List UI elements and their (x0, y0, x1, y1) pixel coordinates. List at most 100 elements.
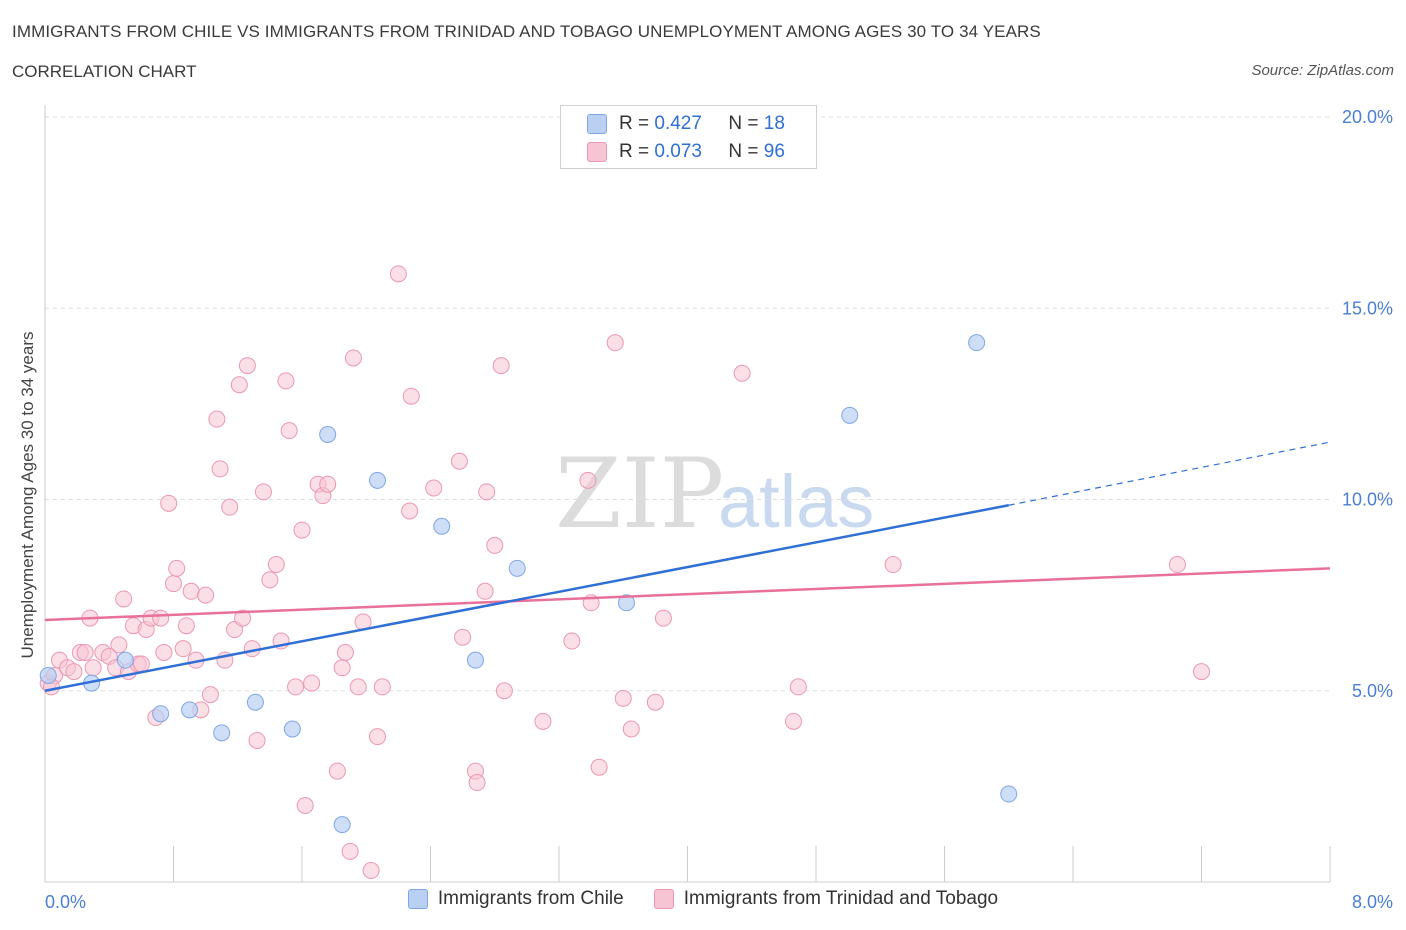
tt-point (1168, 556, 1186, 574)
tt-point (341, 842, 359, 860)
tt-point (197, 586, 215, 604)
y-tick-label: 5.0% (1352, 681, 1393, 701)
tt-point (208, 410, 226, 428)
tt-point (373, 678, 391, 696)
series-chile-points (39, 334, 1018, 834)
chile-point (1000, 785, 1018, 803)
tt-point (495, 682, 513, 700)
tt-point (884, 556, 902, 574)
chile-point (246, 693, 264, 711)
chile-point (152, 705, 170, 723)
legend-row-chile: R = 0.427 N = 18 (587, 112, 785, 136)
tt-point (333, 659, 351, 677)
chile-trend-extension (1008, 441, 1331, 506)
chile-swatch (407, 889, 428, 909)
chile-point (181, 701, 199, 719)
axes (44, 105, 1331, 883)
tt-swatch (653, 889, 674, 909)
tt-point (248, 731, 266, 749)
tt-point (267, 556, 285, 574)
legend-chile-n: 18 (763, 113, 785, 134)
tt-trend-line (44, 567, 1331, 622)
tt-point (349, 678, 367, 696)
tt-point (287, 678, 305, 696)
series-legend: Immigrants from Chile Immigrants from Tr… (0, 888, 1406, 910)
watermark: ZIP atlas (555, 438, 874, 550)
x-tick-label: 0.0% (45, 892, 86, 912)
tt-point (160, 494, 178, 512)
legend-item-tt: Immigrants from Trinidad and Tobago (653, 888, 999, 910)
tt-point (454, 628, 472, 646)
tt-point (401, 502, 419, 520)
tt-point (486, 536, 504, 554)
tt-point (646, 693, 664, 711)
chile-point (368, 471, 386, 489)
y-tick-label: 15.0% (1342, 298, 1393, 318)
trend-lines (44, 441, 1331, 692)
tt-point (234, 609, 252, 627)
legend-r-label: R = (619, 141, 650, 162)
watermark-zip: ZIP (555, 438, 724, 550)
chile-point (433, 517, 451, 535)
tt-point (579, 471, 597, 489)
tt-point (654, 609, 672, 627)
tt-point (1193, 663, 1210, 681)
tt-point (478, 483, 496, 501)
chile-swatch (587, 114, 607, 134)
tt-point (201, 686, 219, 704)
tt-point (254, 483, 272, 501)
chile-point (508, 559, 526, 577)
chile-point (283, 720, 301, 738)
tt-point (296, 797, 314, 814)
tt-point (261, 571, 279, 589)
legend-tt-r: 0.073 (654, 141, 702, 162)
tt-point (174, 640, 192, 658)
tt-point (152, 609, 170, 627)
tt-point (328, 762, 346, 780)
tt-point (76, 644, 94, 661)
legend-n-label: N = (728, 141, 759, 162)
tt-point (230, 376, 248, 394)
legend-chile-label: Immigrants from Chile (437, 888, 624, 909)
tt-point (65, 663, 83, 681)
chart-subtitle: CORRELATION CHART (12, 62, 197, 81)
legend-tt-label: Immigrants from Trinidad and Tobago (683, 888, 999, 909)
tt-point (368, 728, 386, 746)
tt-point (84, 659, 102, 677)
tt-point (303, 674, 321, 692)
legend-chile-r: 0.427 (654, 113, 702, 134)
tt-point (534, 712, 552, 730)
tt-point (450, 452, 468, 470)
tt-point (614, 689, 632, 707)
tt-point (785, 712, 803, 730)
tt-point (476, 582, 494, 600)
tt-point (606, 334, 624, 352)
chile-point (39, 666, 57, 684)
tt-point (319, 475, 337, 493)
y-tick-label: 20.0% (1342, 107, 1393, 127)
series-tt-points (39, 265, 1210, 880)
watermark-atlas: atlas (718, 460, 874, 543)
chart-title: IMMIGRANTS FROM CHILE VS IMMIGRANTS FROM… (12, 22, 1041, 41)
tt-point (280, 422, 298, 440)
tt-swatch (587, 142, 607, 162)
tt-point (115, 590, 133, 608)
tt-point (344, 349, 362, 367)
legend-n-label: N = (728, 113, 759, 134)
x-tick-label: 8.0% (1352, 892, 1393, 912)
legend-r-label: R = (619, 113, 650, 134)
tt-point (389, 265, 407, 283)
tt-point (622, 720, 640, 738)
tt-point (211, 460, 229, 478)
tt-point (277, 372, 295, 390)
tt-point (789, 678, 807, 696)
chile-point (333, 816, 351, 834)
tt-point (492, 357, 510, 375)
y-tick-label: 10.0% (1342, 490, 1393, 510)
source-label: Source: ZipAtlas.com (1251, 62, 1394, 79)
tt-point (468, 774, 486, 792)
legend-item-chile: Immigrants from Chile (407, 888, 624, 910)
tt-point (110, 636, 128, 654)
legend-row-tt: R = 0.073 N = 96 (587, 140, 785, 164)
y-axis-label: Unemployment Among Ages 30 to 34 years (18, 332, 37, 659)
